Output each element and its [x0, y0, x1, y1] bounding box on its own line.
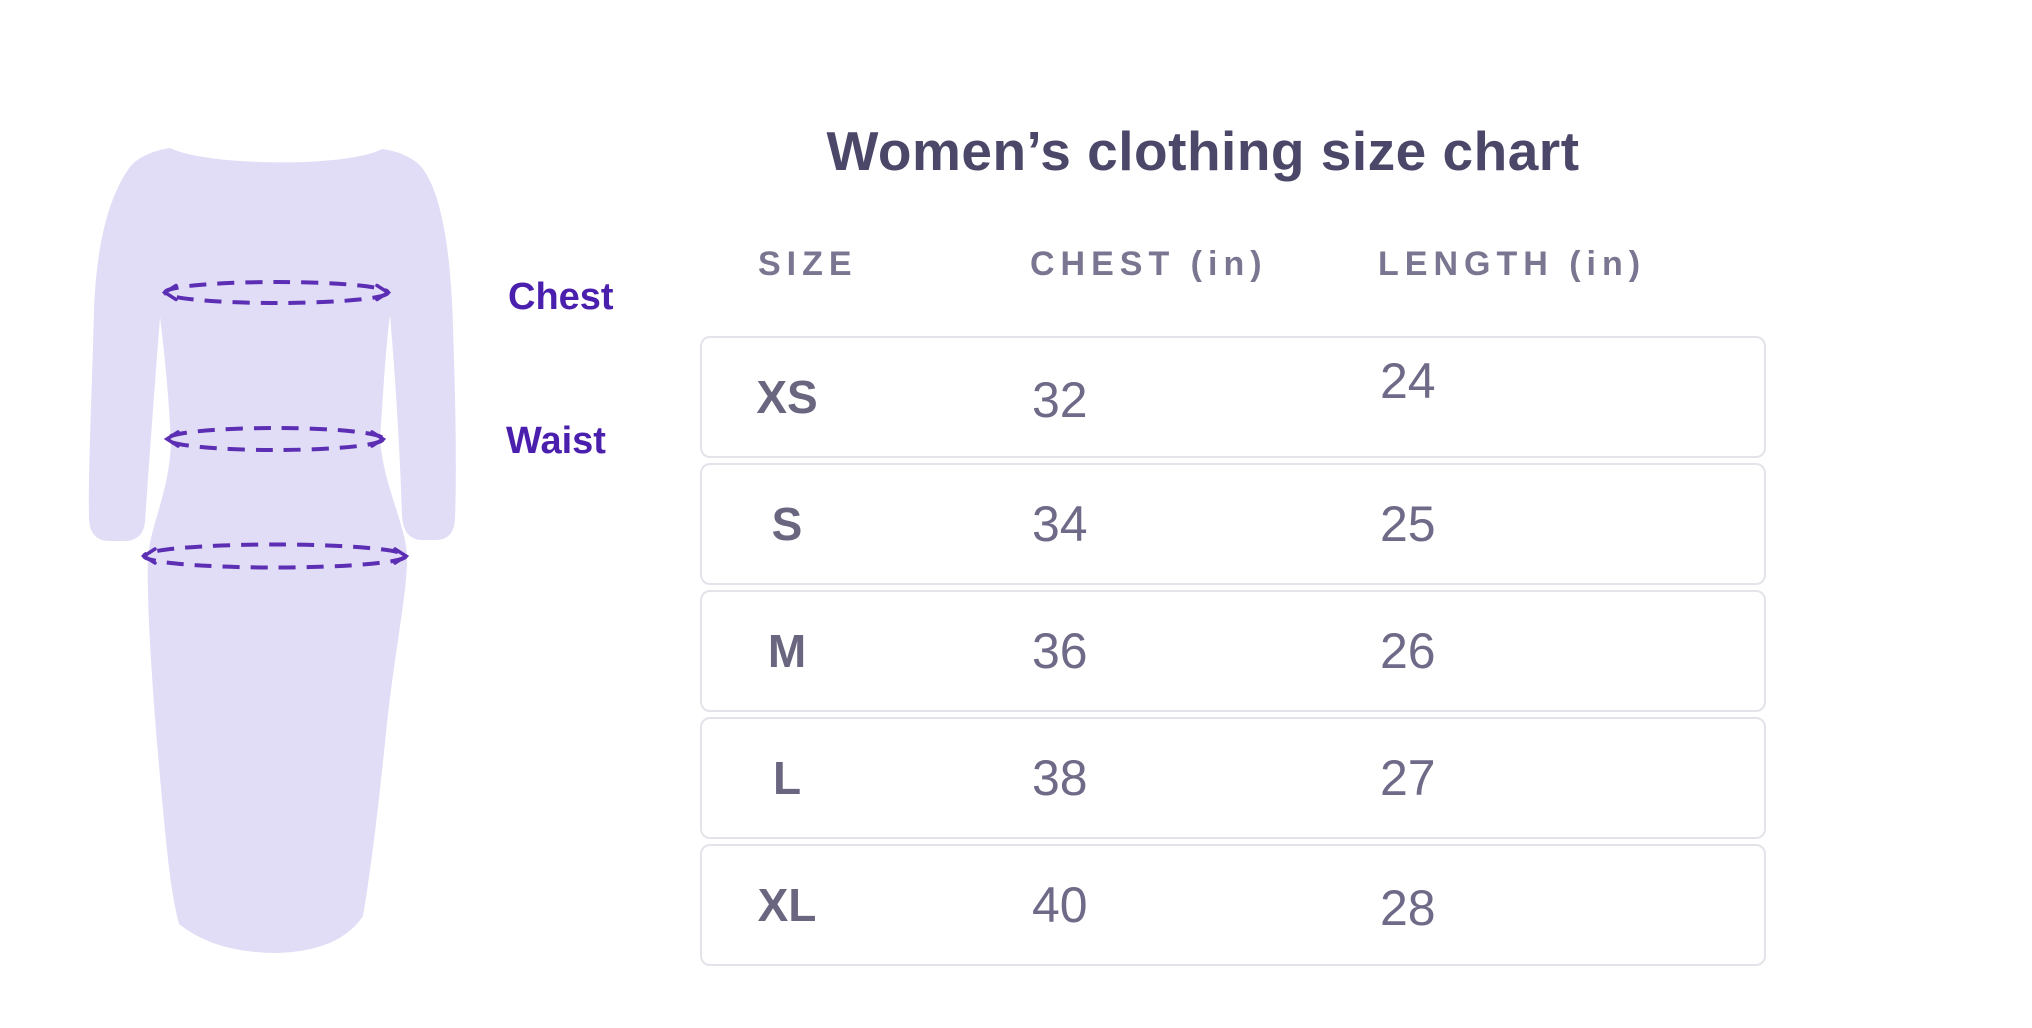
dress-diagram: [45, 95, 505, 975]
cell-chest: 32: [1032, 372, 1088, 428]
table-row: S 34 25: [700, 463, 1766, 585]
cell-size: XL: [757, 879, 817, 931]
cell-size: XS: [756, 371, 818, 423]
cell-size: S: [771, 498, 803, 550]
cell-size: M: [767, 625, 807, 677]
cell-chest: 40: [1032, 877, 1088, 933]
table-row: XS 32 24: [700, 336, 1766, 458]
table-header-row: SIZE CHEST (in) LENGTH (in): [700, 243, 1766, 285]
cell-length: 27: [1380, 750, 1436, 806]
cell-chest: 38: [1032, 750, 1088, 806]
dress-illustration: [88, 148, 456, 953]
measure-arrow-tips: [140, 283, 410, 565]
header-chest: CHEST (in): [1030, 244, 1268, 283]
page-title: Women’s clothing size chart: [826, 120, 1580, 182]
cell-length: 24: [1380, 353, 1436, 409]
cell-length: 28: [1380, 880, 1436, 936]
dress-shape: [88, 148, 456, 953]
size-table: XS 32 24 S 34 25 M 36 26 L 38 27 XL 40 2…: [700, 336, 1766, 971]
cell-size: L: [772, 752, 802, 804]
header-size: SIZE: [758, 244, 858, 283]
table-row: XL 40 28: [700, 844, 1766, 966]
waist-label: Waist: [506, 420, 606, 462]
chest-label: Chest: [508, 276, 614, 318]
header-length: LENGTH (in): [1378, 244, 1647, 283]
cell-chest: 36: [1032, 623, 1088, 679]
cell-length: 25: [1380, 496, 1436, 552]
table-row: M 36 26: [700, 590, 1766, 712]
table-row: L 38 27: [700, 717, 1766, 839]
cell-chest: 34: [1032, 496, 1088, 552]
cell-length: 26: [1380, 623, 1436, 679]
